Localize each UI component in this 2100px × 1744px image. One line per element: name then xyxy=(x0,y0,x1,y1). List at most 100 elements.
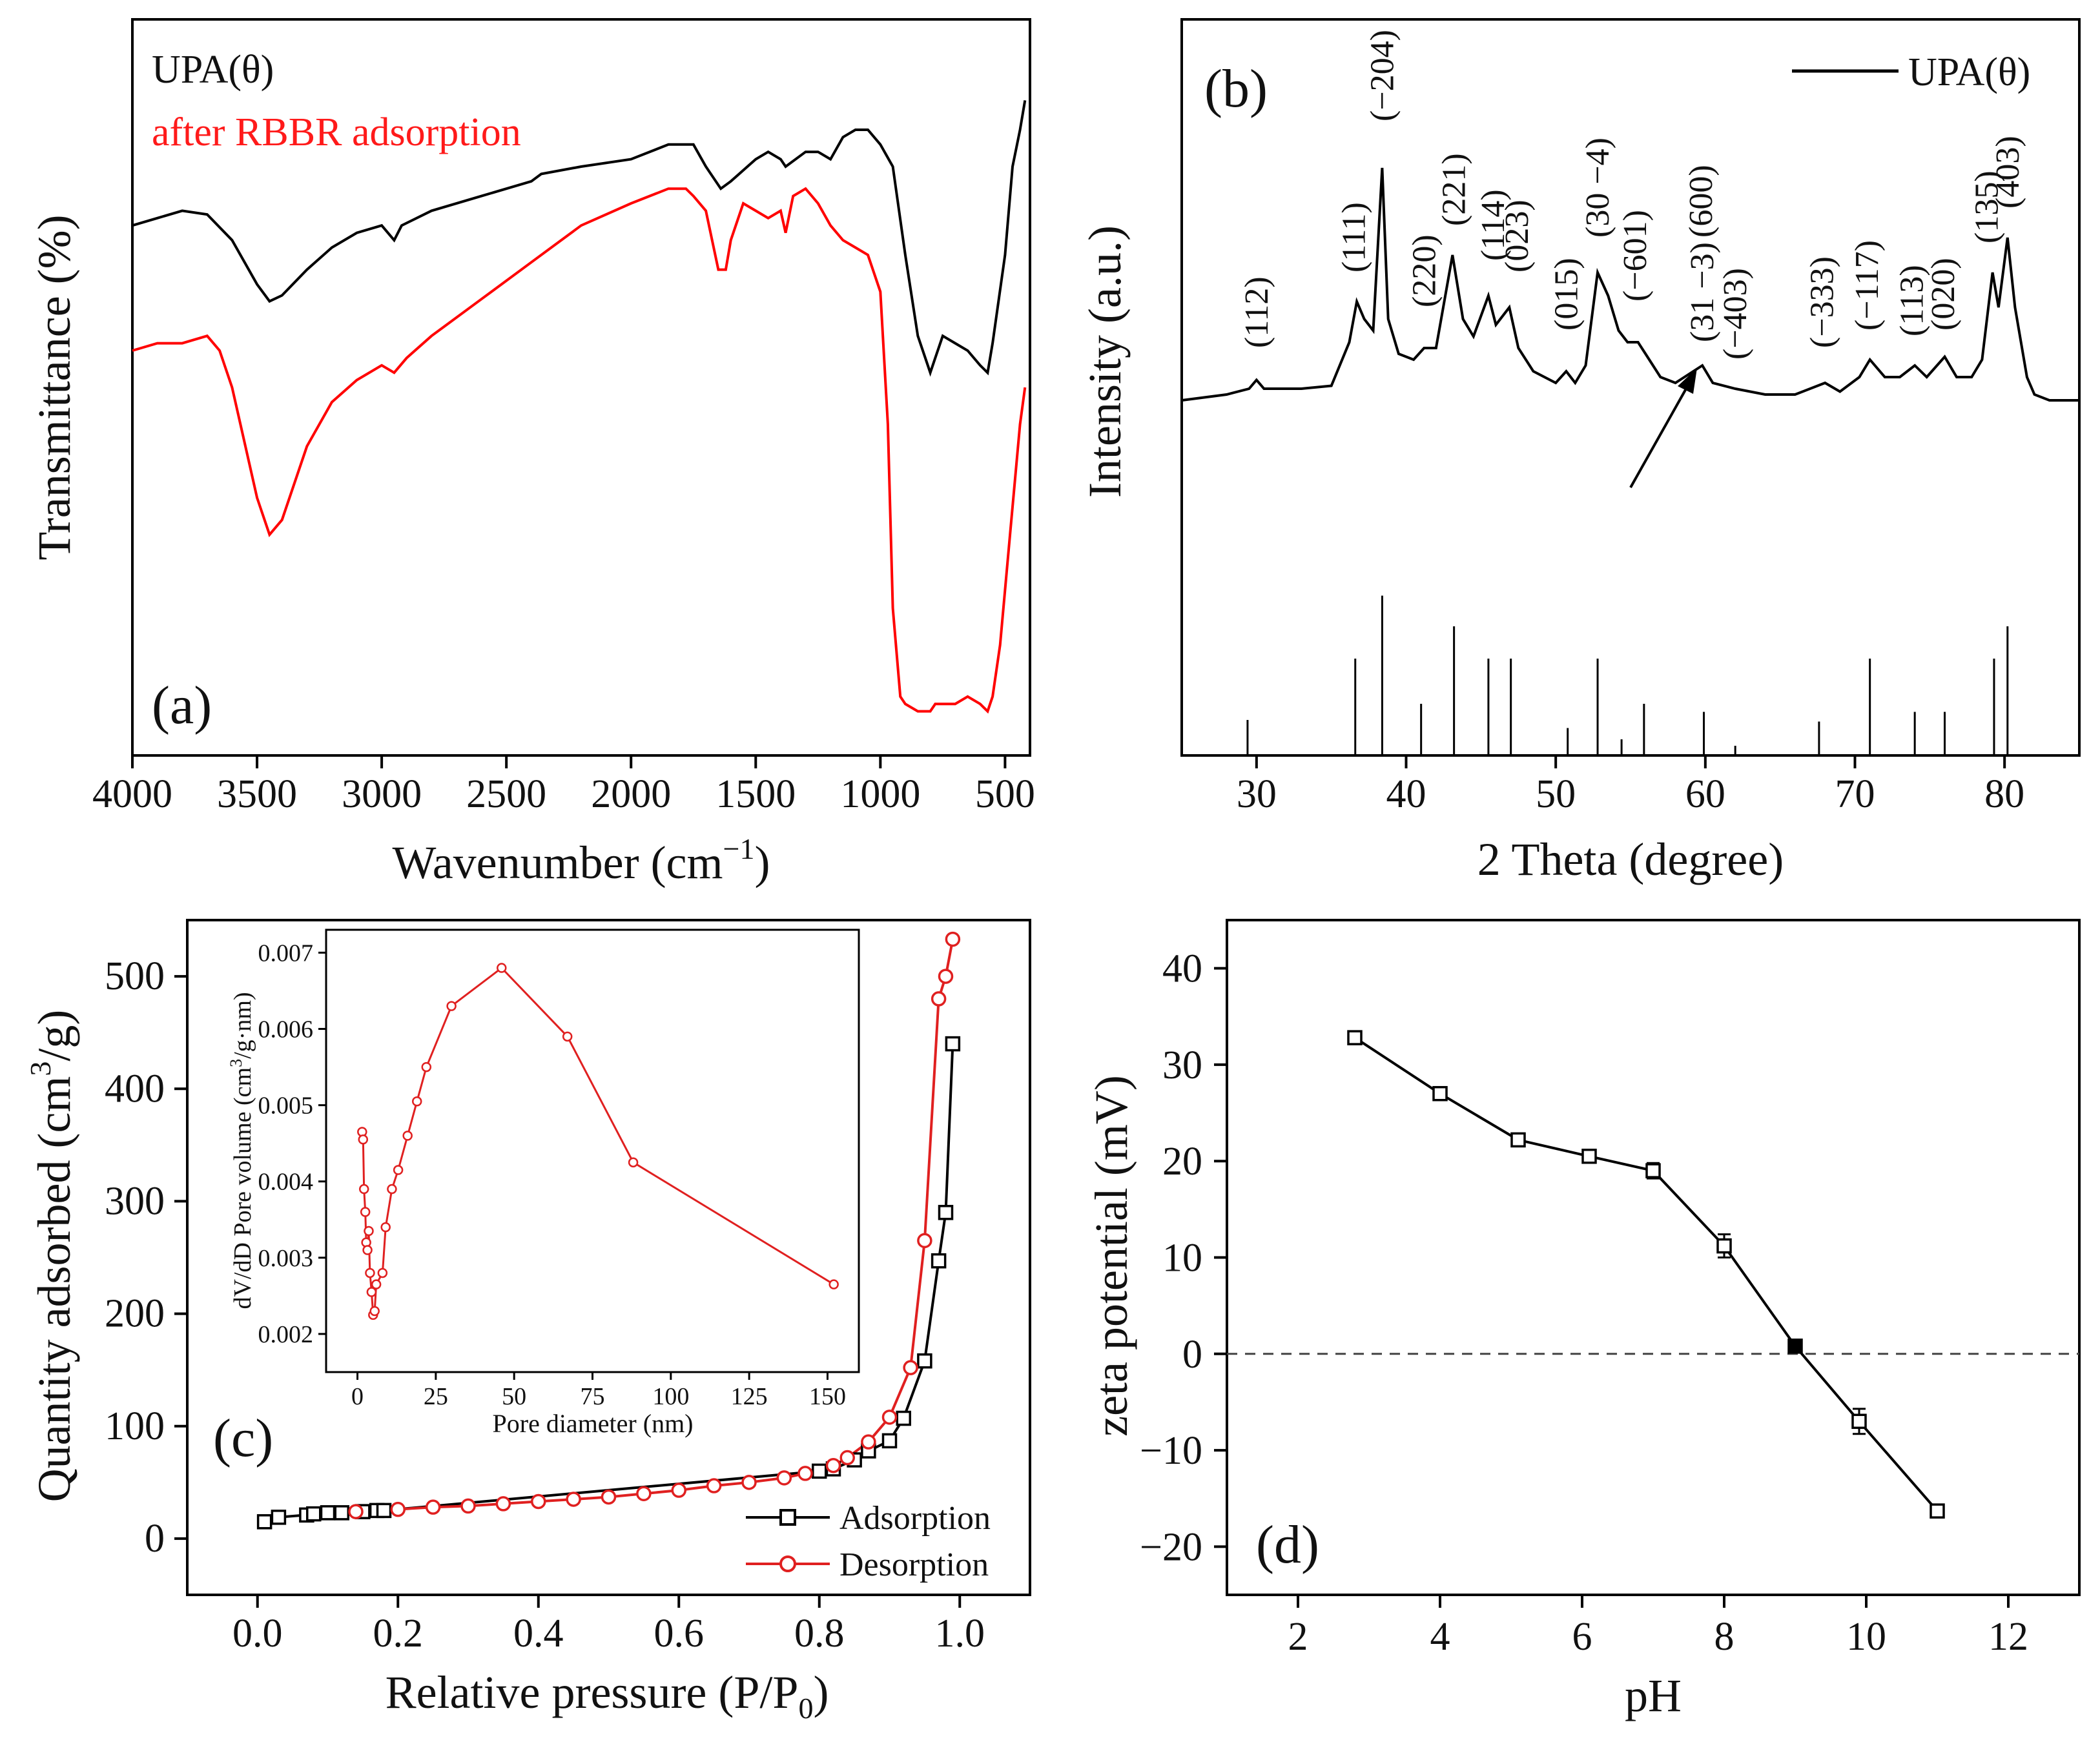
panel-b-label: (b) xyxy=(1204,59,1268,119)
desorption-markers xyxy=(348,931,961,1519)
peak-label: (403) xyxy=(1990,136,2026,209)
inset-y-tick-label: 0.004 xyxy=(258,1169,314,1196)
panel-d-zeta: 2 4 6 8 10 12 40 30 20 10 0 −10 −20 (d) zeta potenti… xyxy=(1086,919,2081,1721)
inset-point xyxy=(411,1096,422,1107)
x-tick-label: 2500 xyxy=(466,772,546,816)
panel-b-xrd: (112) (111) (−204) (220) (221) (114)(023) (015… xyxy=(1079,18,2081,885)
inset-x-tick-label: 100 xyxy=(652,1383,689,1410)
inset-point xyxy=(829,1279,839,1289)
inset-pore-distribution: 0 25 50 75 100 125 150 0.002 0.003 0.004 0.005 0.00… xyxy=(227,928,860,1438)
zeta-point xyxy=(1581,1149,1597,1164)
panel-d-xlabel: pH xyxy=(1625,1670,1682,1721)
inset-y-tick-label: 0.007 xyxy=(258,939,314,967)
y-tick-label: 40 xyxy=(1162,947,1202,991)
legend-after-rbbr: after RBBR adsorption xyxy=(152,110,521,154)
zeta-point xyxy=(1851,1413,1867,1430)
y-tick-label: 100 xyxy=(105,1404,165,1448)
x-tick-label: 0.4 xyxy=(513,1612,564,1656)
zeta-point xyxy=(1510,1132,1526,1148)
inset-markers xyxy=(357,963,839,1320)
legend-upa-theta-b: UPA(θ) xyxy=(1908,50,2030,94)
y-tick-label: 20 xyxy=(1162,1140,1202,1184)
panel-a-ftir: 4000 3500 3000 2500 2000 1500 1000 500 UPA(θ) a… xyxy=(28,18,1035,888)
inset-ylabel: dV/dD Pore volume (cm3/g·nm) xyxy=(227,992,256,1309)
inset-point xyxy=(358,1184,369,1195)
panel-c-xlabel: Relative pressure (P/P0) xyxy=(386,1667,829,1725)
x-tick-label: 10 xyxy=(1846,1615,1886,1659)
x-tick-label: 4000 xyxy=(92,772,172,816)
panel-b-ylabel: Intensity (a.u.) xyxy=(1079,225,1131,498)
peak-label: (−204) xyxy=(1364,30,1401,121)
x-tick-label: 500 xyxy=(975,772,1035,816)
peak-label: (−333) xyxy=(1804,256,1841,348)
zeta-point xyxy=(1645,1163,1661,1178)
desorption-point xyxy=(531,1493,546,1510)
x-tick-label: 4 xyxy=(1430,1615,1450,1659)
inset-x-tick-label: 50 xyxy=(502,1383,526,1410)
panel-a-ylabel: Transmittance (%) xyxy=(28,214,80,560)
adsorption-point xyxy=(812,1463,827,1479)
peak-label: (−117) xyxy=(1849,240,1886,331)
peak-label: (31 −3) xyxy=(1684,242,1721,342)
inset-point xyxy=(364,1226,374,1236)
inset-point xyxy=(393,1165,404,1175)
xrd-pattern xyxy=(1181,167,2079,402)
y-tick-label: 30 xyxy=(1162,1043,1202,1087)
y-tick-label: −10 xyxy=(1140,1429,1202,1473)
peak-label: (015) xyxy=(1548,258,1585,331)
y-tick-label: 0 xyxy=(145,1517,165,1561)
desorption-point xyxy=(460,1498,476,1514)
panel-d-label: (d) xyxy=(1256,1515,1319,1575)
y-tick-label: 300 xyxy=(105,1179,165,1223)
legend-marker-adsorption xyxy=(779,1509,796,1526)
inset-x-tick-label: 125 xyxy=(731,1383,768,1410)
inset-point xyxy=(387,1184,397,1195)
inset-point xyxy=(562,1031,573,1042)
x-tick-label: 60 xyxy=(1685,772,1725,816)
panel-a-frame xyxy=(131,18,1031,757)
peak-label: (020) xyxy=(1925,258,1962,331)
x-tick-label: 30 xyxy=(1237,772,1277,816)
x-tick-label: 12 xyxy=(1988,1615,2028,1659)
desorption-point xyxy=(839,1450,855,1466)
y-tick-label: 400 xyxy=(105,1067,165,1111)
inset-frame xyxy=(325,928,860,1373)
y-tick-label: −20 xyxy=(1140,1525,1202,1569)
inset-x-tick-label: 150 xyxy=(809,1383,846,1410)
panel-b-frame xyxy=(1180,18,2081,757)
y-tick-label: 500 xyxy=(105,954,165,998)
inset-point xyxy=(358,1134,369,1145)
legend-marker-desorption xyxy=(779,1555,796,1572)
peak-labels: (112) (111) (−204) (220) (221) (114)(023) (015… xyxy=(1239,30,2026,360)
inset-point xyxy=(365,1267,375,1278)
inset-y-tick-label: 0.006 xyxy=(258,1016,314,1043)
inset-point xyxy=(362,1245,373,1255)
peak-label: (023) xyxy=(1499,200,1536,272)
legend-upa-theta: UPA(θ) xyxy=(152,48,274,92)
inset-point xyxy=(360,1207,371,1217)
desorption-point xyxy=(741,1475,757,1490)
panel-c-frame xyxy=(186,919,1031,1596)
x-tick-label: 0.2 xyxy=(373,1612,424,1656)
x-tick-label: 6 xyxy=(1572,1615,1592,1659)
desorption-point xyxy=(566,1492,581,1507)
desorption-point xyxy=(425,1499,441,1515)
legend-adsorption: Adsorption xyxy=(839,1500,991,1537)
desorption-point xyxy=(917,1233,932,1249)
peak-label: (30 −4) xyxy=(1580,138,1616,238)
peak-600-arrow xyxy=(1629,384,1690,488)
y-tick-label: 0 xyxy=(1182,1333,1202,1377)
desorption-point xyxy=(348,1504,364,1519)
adsorption-point xyxy=(320,1505,336,1521)
desorption-point xyxy=(825,1457,841,1473)
desorption-point xyxy=(938,969,954,984)
panel-b-xlabel: 2 Theta (degree) xyxy=(1477,834,1784,885)
inset-point xyxy=(628,1157,639,1167)
zeta-point xyxy=(1930,1503,1945,1519)
inset-point xyxy=(497,963,507,973)
desorption-point xyxy=(776,1470,792,1486)
inset-ticks: 0 25 50 75 100 125 150 0.002 0.003 0.004 0.005 0.00… xyxy=(258,939,846,1410)
inset-point xyxy=(366,1287,377,1297)
x-tick-label: 50 xyxy=(1536,772,1576,816)
